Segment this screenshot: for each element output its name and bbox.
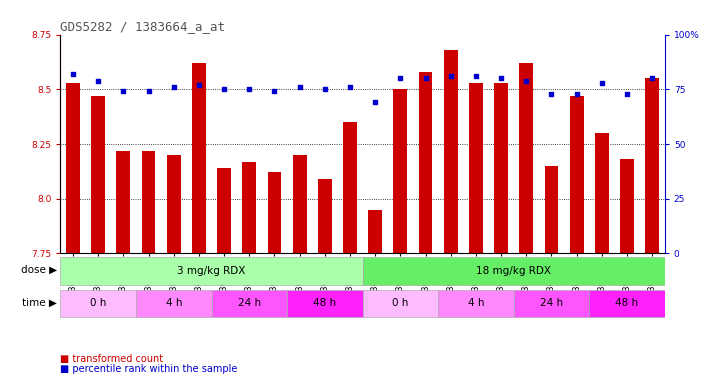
Point: [92, 78, 104, 84]
Point: [520, 78, 532, 84]
Bar: [287, 290, 363, 317]
Point: [546, 91, 557, 97]
Point: [68, 71, 79, 77]
Text: ■ transformed count: ■ transformed count: [60, 354, 164, 364]
Bar: [60, 290, 136, 317]
Bar: [136, 290, 212, 317]
Bar: [595, 133, 609, 253]
Bar: [141, 151, 156, 253]
Point: [244, 86, 255, 92]
Point: [344, 84, 356, 90]
Bar: [519, 63, 533, 253]
Bar: [419, 72, 432, 253]
Bar: [167, 155, 181, 253]
Bar: [91, 96, 105, 253]
Point: [269, 88, 280, 94]
Bar: [66, 83, 80, 253]
Text: 48 h: 48 h: [616, 298, 638, 308]
Bar: [545, 166, 558, 253]
Bar: [514, 290, 589, 317]
Point: [168, 84, 179, 90]
Point: [118, 88, 129, 94]
Point: [395, 75, 406, 81]
Bar: [318, 179, 332, 253]
Text: 3 mg/kg RDX: 3 mg/kg RDX: [177, 266, 246, 276]
Point: [193, 82, 205, 88]
Bar: [494, 83, 508, 253]
Point: [496, 75, 507, 81]
Point: [445, 73, 456, 79]
Point: [370, 99, 381, 106]
Bar: [192, 63, 206, 253]
Text: 48 h: 48 h: [314, 298, 336, 308]
Bar: [589, 290, 665, 317]
Text: ■ percentile rank within the sample: ■ percentile rank within the sample: [60, 364, 237, 374]
Bar: [293, 155, 306, 253]
Bar: [117, 151, 130, 253]
Bar: [620, 159, 634, 253]
Point: [621, 91, 633, 97]
Bar: [646, 78, 659, 253]
Bar: [212, 290, 287, 317]
Text: 24 h: 24 h: [237, 298, 261, 308]
Text: GDS5282 / 1383664_a_at: GDS5282 / 1383664_a_at: [60, 20, 225, 33]
Text: 0 h: 0 h: [392, 298, 409, 308]
Bar: [438, 290, 514, 317]
Point: [470, 73, 481, 79]
Point: [646, 75, 658, 81]
Point: [571, 91, 582, 97]
Point: [319, 86, 331, 92]
Bar: [343, 122, 357, 253]
Point: [420, 75, 432, 81]
Text: 4 h: 4 h: [468, 298, 484, 308]
Bar: [363, 290, 438, 317]
Bar: [444, 50, 458, 253]
Point: [294, 84, 305, 90]
Bar: [570, 96, 584, 253]
Bar: [363, 257, 665, 285]
Text: dose ▶: dose ▶: [21, 265, 57, 275]
Text: 4 h: 4 h: [166, 298, 182, 308]
Bar: [469, 83, 483, 253]
Text: 18 mg/kg RDX: 18 mg/kg RDX: [476, 266, 551, 276]
Bar: [242, 162, 256, 253]
Point: [218, 86, 230, 92]
Bar: [393, 89, 407, 253]
Text: 24 h: 24 h: [540, 298, 563, 308]
Point: [596, 79, 607, 86]
Point: [143, 88, 154, 94]
Text: time ▶: time ▶: [22, 297, 57, 308]
Bar: [267, 172, 282, 253]
Text: 0 h: 0 h: [90, 298, 107, 308]
Bar: [217, 168, 231, 253]
Bar: [60, 257, 363, 285]
Bar: [368, 210, 382, 253]
